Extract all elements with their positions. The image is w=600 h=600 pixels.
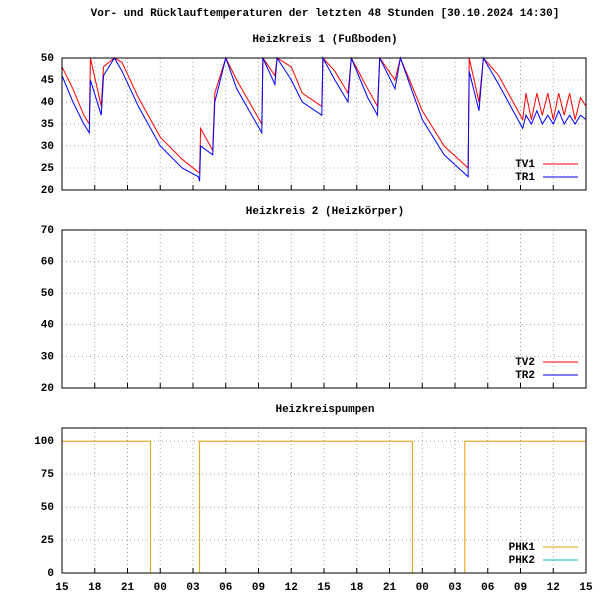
series-line xyxy=(61,56,587,182)
x-tick-label: 09 xyxy=(514,582,527,594)
main-title: Vor- und Rücklauftemperaturen der letzte… xyxy=(91,8,560,20)
y-tick-label: 30 xyxy=(41,141,54,153)
legend-label: TV1 xyxy=(515,159,535,171)
x-tick-label: 06 xyxy=(219,582,232,594)
panel-title: Heizkreis 1 (Fußboden) xyxy=(252,34,397,46)
x-tick-label: 09 xyxy=(252,582,265,594)
y-tick-label: 70 xyxy=(41,225,54,237)
y-tick-label: 25 xyxy=(41,163,55,175)
x-tick-label: 21 xyxy=(383,582,397,594)
y-tick-label: 35 xyxy=(41,119,55,131)
x-tick-label: 21 xyxy=(121,582,135,594)
panel-title: Heizkreis 2 (Heizkörper) xyxy=(246,206,404,218)
x-tick-label: 15 xyxy=(55,582,69,594)
y-tick-label: 20 xyxy=(41,383,54,395)
series-line xyxy=(62,440,586,574)
x-tick-label: 12 xyxy=(285,582,298,594)
legend-label: TR1 xyxy=(515,172,535,184)
x-tick-label: 03 xyxy=(186,582,200,594)
panel-title: Heizkreispumpen xyxy=(275,404,374,416)
x-tick-label: 18 xyxy=(88,582,102,594)
x-tick-label: 00 xyxy=(154,582,167,594)
y-tick-label: 0 xyxy=(47,568,54,580)
y-tick-label: 100 xyxy=(34,436,54,448)
plot-border xyxy=(61,427,587,574)
plot-border xyxy=(61,229,587,389)
legend-label: PHK1 xyxy=(509,542,536,554)
x-tick-label: 03 xyxy=(448,582,462,594)
y-tick-label: 25 xyxy=(41,535,55,547)
y-tick-label: 20 xyxy=(41,185,54,197)
legend-label: TR2 xyxy=(515,370,535,382)
y-tick-label: 60 xyxy=(41,257,54,269)
y-tick-label: 75 xyxy=(41,469,55,481)
y-tick-label: 50 xyxy=(41,502,54,514)
plot-border xyxy=(61,57,587,191)
x-tick-label: 12 xyxy=(547,582,560,594)
x-tick-label: 00 xyxy=(416,582,429,594)
legend-label: TV2 xyxy=(515,357,535,369)
x-tick-label: 06 xyxy=(481,582,494,594)
y-tick-label: 40 xyxy=(41,97,54,109)
y-tick-label: 40 xyxy=(41,320,54,332)
y-tick-label: 50 xyxy=(41,288,54,300)
legend-label: PHK2 xyxy=(509,555,535,567)
x-tick-label: 15 xyxy=(579,582,593,594)
x-tick-label: 18 xyxy=(350,582,364,594)
x-tick-label: 15 xyxy=(317,582,331,594)
series-line xyxy=(61,56,587,173)
y-tick-label: 30 xyxy=(41,351,54,363)
y-tick-label: 50 xyxy=(41,53,54,65)
y-tick-label: 45 xyxy=(41,75,55,87)
